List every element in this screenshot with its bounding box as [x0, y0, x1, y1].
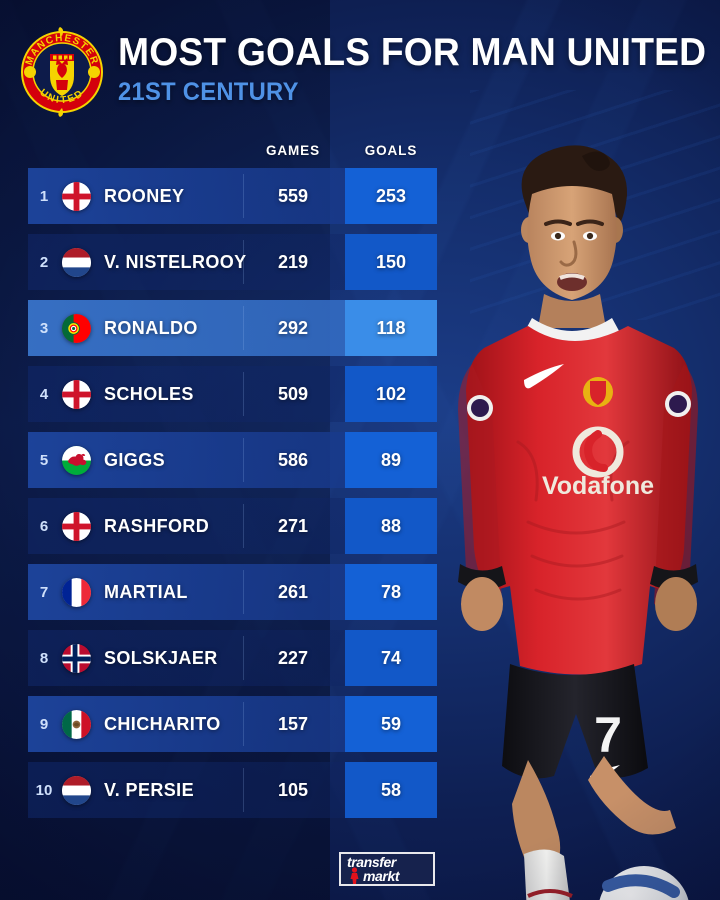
row-games-value: 292 [277, 317, 309, 338]
row-divider [243, 504, 244, 548]
row-divider [243, 372, 244, 416]
row-goals-value: 59 [380, 713, 402, 734]
goals-cell-background [345, 762, 437, 818]
mexico-flag [62, 710, 91, 739]
england-flag [62, 182, 91, 211]
row-player-name: V. NISTELROOY [104, 251, 247, 272]
row-player-name: GIGGS [104, 449, 166, 470]
row-games-value: 509 [277, 383, 309, 404]
manchester-united-crest-icon: MANCHESTER UNITED [20, 26, 104, 118]
transfermarkt-figure-icon [348, 867, 361, 884]
row-divider [243, 306, 244, 350]
goals-cell-background [345, 498, 437, 554]
row-rank: 6 [39, 517, 49, 535]
table-row[interactable]: 1 ROONEY 559 253 [0, 168, 460, 224]
row-divider [243, 438, 244, 482]
netherlands-flag [62, 776, 91, 805]
row-divider [243, 636, 244, 680]
table-row[interactable]: 6 RASHFORD 271 88 [0, 498, 460, 554]
row-rank: 9 [39, 715, 49, 733]
transfermarkt-logo-line1: transfer [347, 854, 396, 870]
table-row[interactable]: 5 GIGGS 586 89 [0, 432, 460, 488]
row-player-name: RASHFORD [104, 515, 210, 536]
row-games-value: 271 [277, 515, 309, 536]
page-title: MOST GOALS FOR MAN UNITED [118, 31, 707, 74]
row-rank: 7 [39, 583, 49, 601]
portugal-flag [62, 314, 91, 343]
row-player-name: MARTIAL [104, 581, 188, 602]
goals-cell-background [345, 564, 437, 620]
table-row[interactable]: 8 SOLSKJAER 227 74 [0, 630, 460, 686]
page-subtitle: 21ST CENTURY [118, 78, 299, 106]
norway-flag [62, 644, 91, 673]
row-rank: 3 [39, 319, 49, 337]
wales-flag [62, 446, 91, 475]
goals-cell-background [345, 168, 437, 224]
netherlands-flag [62, 248, 91, 277]
row-divider [243, 240, 244, 284]
row-goals-value: 88 [380, 515, 402, 536]
column-header-games: GAMES [265, 143, 320, 158]
row-games-value: 227 [277, 647, 309, 668]
goals-cell-background [345, 300, 437, 356]
row-goals-value: 74 [380, 647, 402, 668]
row-goals-value: 150 [375, 251, 407, 272]
goals-cell-background [345, 366, 437, 422]
row-rank: 1 [39, 187, 49, 205]
row-goals-value: 102 [375, 383, 407, 404]
row-player-name: SOLSKJAER [104, 647, 218, 668]
row-games-value: 559 [277, 185, 309, 206]
row-goals-value: 253 [375, 185, 407, 206]
row-divider [243, 768, 244, 812]
table-row[interactable]: 3 RONALDO 292 118 [0, 300, 460, 356]
transfermarkt-logo-line2: markt [363, 868, 400, 884]
row-divider [243, 174, 244, 218]
row-player-name: CHICHARITO [104, 713, 221, 734]
transfermarkt-logo[interactable]: transfer markt [339, 852, 435, 886]
row-rank: 8 [39, 649, 49, 667]
england-flag [62, 512, 91, 541]
row-rank: 2 [39, 253, 49, 271]
goals-cell-background [345, 630, 437, 686]
row-divider [243, 570, 244, 614]
goals-cell-background [345, 696, 437, 752]
row-goals-value: 89 [380, 449, 402, 470]
england-flag [62, 380, 91, 409]
table-row[interactable]: 4 SCHOLES 509 102 [0, 366, 460, 422]
row-player-name: ROONEY [104, 185, 185, 206]
row-games-value: 105 [277, 779, 309, 800]
goals-cell-background [345, 234, 437, 290]
france-flag [62, 578, 91, 607]
row-goals-value: 118 [376, 317, 406, 338]
header: MANCHESTER UNITED MOST GOALS FOR MAN UNI… [0, 0, 720, 128]
row-games-value: 157 [277, 713, 309, 734]
row-player-name: SCHOLES [104, 383, 194, 404]
row-games-value: 219 [277, 251, 309, 272]
row-player-name: V. PERSIE [104, 779, 194, 800]
row-games-value: 586 [277, 449, 309, 470]
row-player-name: RONALDO [104, 317, 198, 338]
goals-cell-background [345, 432, 437, 488]
row-games-value: 261 [277, 581, 309, 602]
ranking-table: 1 ROONEY 559 253 2 V. NISTELROOY 219 150 3 RON… [0, 168, 460, 828]
table-row[interactable]: 7 MARTIAL 261 78 [0, 564, 460, 620]
row-divider [243, 702, 244, 746]
row-goals-value: 78 [380, 581, 402, 602]
table-row[interactable]: 2 V. NISTELROOY 219 150 [0, 234, 460, 290]
column-header-goals: GOALS [364, 143, 418, 158]
row-rank: 4 [39, 385, 49, 403]
table-row[interactable]: 9 CHICHARITO 157 59 [0, 696, 460, 752]
row-goals-value: 58 [380, 779, 402, 800]
table-row[interactable]: 10 V. PERSIE 105 58 [0, 762, 460, 818]
row-rank: 5 [39, 451, 49, 469]
row-rank: 10 [35, 781, 53, 799]
